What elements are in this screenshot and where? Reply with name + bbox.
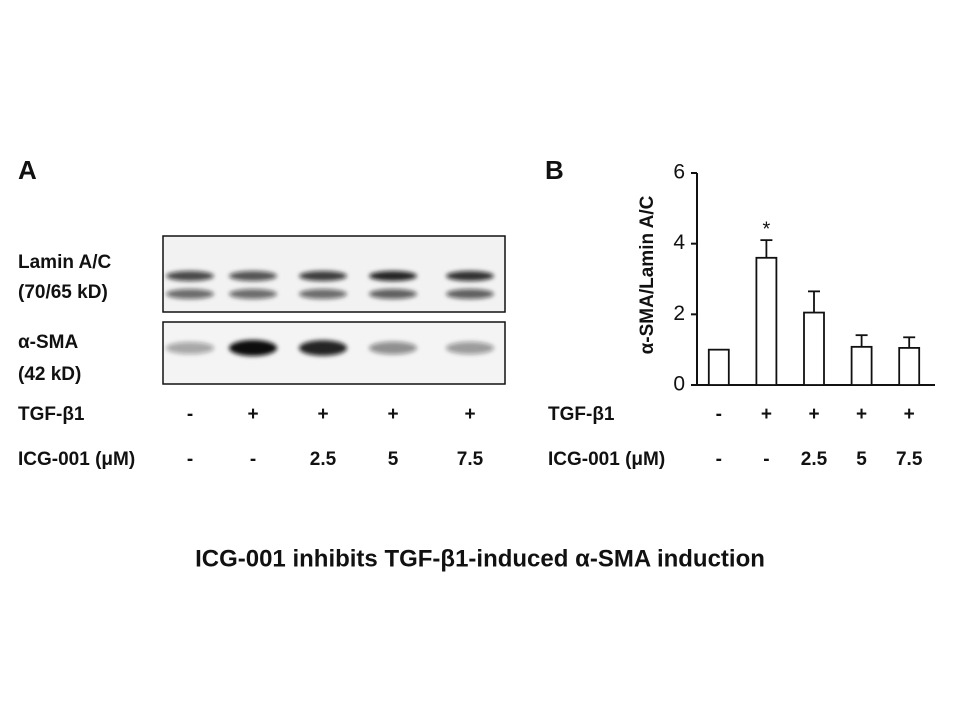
treatment-label: 7.5 xyxy=(457,449,484,470)
blot-band xyxy=(166,289,214,299)
y-tick-label: 6 xyxy=(673,161,685,184)
treatment-label: - xyxy=(763,449,769,470)
blot-band xyxy=(166,341,214,355)
panel-label: B xyxy=(545,155,564,185)
bar xyxy=(850,345,873,386)
blot-band xyxy=(369,271,417,281)
treatment-name: TGF-β1 xyxy=(548,404,615,425)
treatment-label: 2.5 xyxy=(310,449,337,470)
blot xyxy=(162,235,506,385)
y-axis-label: α-SMA/Lamin A/C xyxy=(637,195,658,354)
row-label: α-SMA xyxy=(18,332,79,353)
treatment-label: + xyxy=(387,404,398,425)
y-tick-label: 2 xyxy=(673,302,685,325)
panel-label: A xyxy=(18,155,37,185)
blot-band xyxy=(446,289,494,299)
blot-band xyxy=(229,340,277,356)
treatment-label: 7.5 xyxy=(896,449,923,470)
caption: ICG-001 inhibits TGF-β1-induced α-SMA in… xyxy=(195,545,765,572)
row-sublabel: (42 kD) xyxy=(18,364,81,385)
blot-band xyxy=(229,289,277,299)
treatment-label: + xyxy=(247,404,258,425)
treatment-label: 5 xyxy=(388,449,399,470)
bar xyxy=(707,348,730,386)
bar xyxy=(898,346,921,386)
blot-band xyxy=(299,340,347,356)
row-sublabel: (70/65 kD) xyxy=(18,282,108,303)
treatment-name: ICG-001 (μM) xyxy=(548,449,665,470)
blot-band xyxy=(229,271,277,281)
treatment-label: + xyxy=(317,404,328,425)
blot-band xyxy=(369,341,417,355)
significance-mark: * xyxy=(763,218,771,240)
y-tick-label: 0 xyxy=(673,373,685,396)
blot-band xyxy=(299,289,347,299)
blot-band xyxy=(446,271,494,281)
treatment-label: - xyxy=(250,449,256,470)
treatment-label: - xyxy=(716,449,722,470)
bar xyxy=(755,256,778,386)
treatment-label: + xyxy=(761,404,772,425)
treatment-label: + xyxy=(904,404,915,425)
blot-band xyxy=(166,271,214,281)
treatment-label: 5 xyxy=(856,449,867,470)
treatment-label: - xyxy=(187,404,193,425)
treatment-name: TGF-β1 xyxy=(18,404,85,425)
treatment-label: + xyxy=(808,404,819,425)
row-label: Lamin A/C xyxy=(18,252,112,273)
y-tick-label: 4 xyxy=(673,231,685,254)
treatment-label: 2.5 xyxy=(801,449,828,470)
bar xyxy=(803,311,825,386)
treatment-label: + xyxy=(464,404,475,425)
treatment-label: - xyxy=(716,404,722,425)
treatment-name: ICG-001 (μM) xyxy=(18,449,135,470)
blot-band xyxy=(299,271,347,281)
blot-band xyxy=(369,289,417,299)
treatment-label: + xyxy=(856,404,867,425)
blot-band xyxy=(446,341,494,355)
treatment-label: - xyxy=(187,449,193,470)
